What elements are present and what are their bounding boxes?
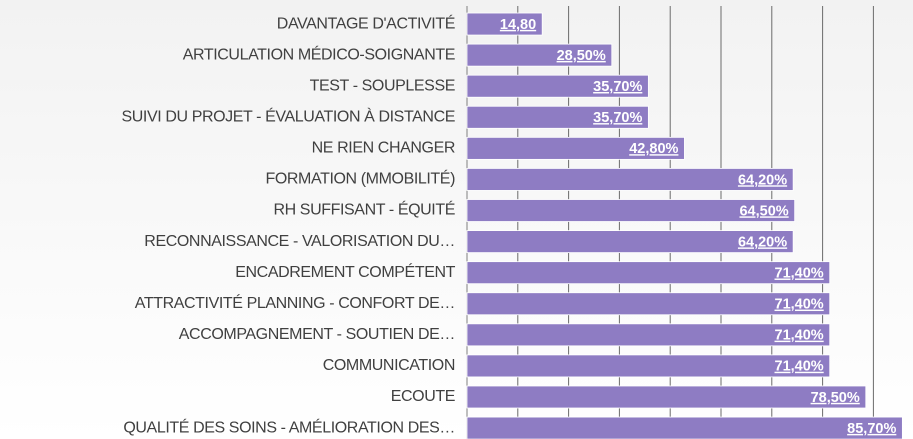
- bar: [466, 105, 649, 129]
- y-tick-label: NE RIEN CHANGER: [312, 140, 455, 157]
- data-label: 71,40%: [775, 328, 824, 344]
- y-tick-label: RH SUFFISANT - ÉQUITÉ: [273, 200, 455, 219]
- data-label: 28,50%: [557, 48, 606, 64]
- bar: [466, 43, 613, 67]
- y-tick-label: SUIVI DU PROJET - ÉVALUATION À DISTANCE: [122, 106, 456, 125]
- y-tick-label: FORMATION (MMOBILITÉ): [265, 169, 455, 188]
- bar: [466, 230, 794, 254]
- y-tick-label: ENCADREMENT COMPÉTENT: [235, 262, 455, 281]
- data-label: 35,70%: [593, 110, 642, 126]
- data-label: 42,80%: [629, 141, 678, 157]
- bar: [466, 416, 903, 439]
- data-label: 14,80: [500, 17, 536, 33]
- y-tick-label: ECOUTE: [391, 388, 455, 405]
- bar: [466, 354, 831, 378]
- data-label: 35,70%: [593, 79, 642, 95]
- data-label: 71,40%: [775, 359, 824, 375]
- bar: [466, 74, 649, 98]
- data-label: 64,50%: [739, 203, 788, 219]
- bar: [466, 385, 867, 409]
- bar: [466, 12, 543, 36]
- y-tick-label: RECONNAISSANCE - VALORISATION DU…: [144, 233, 455, 250]
- y-tick-label: DAVANTAGE D'ACTIVITÉ: [277, 13, 455, 32]
- y-tick-label: TEST - SOUPLESSE: [310, 77, 455, 94]
- data-label: 64,20%: [738, 172, 787, 188]
- y-tick-label: COMMUNICATION: [323, 357, 455, 374]
- data-label: 85,70%: [847, 421, 896, 437]
- bar: [466, 168, 794, 191]
- data-label: 64,20%: [738, 234, 787, 250]
- y-tick-label: ATTRACTIVITÉ PLANNING - CONFORT DE…: [135, 293, 455, 312]
- data-label: 71,40%: [775, 266, 824, 282]
- bar: [466, 261, 831, 285]
- bar: [466, 323, 831, 347]
- y-tick-label: ARTICULATION MÉDICO-SOIGNANTE: [183, 44, 455, 63]
- data-label: 78,50%: [811, 390, 860, 406]
- y-tick-label: ACCOMPAGNEMENT - SOUTIEN DE…: [179, 326, 455, 343]
- bar: [466, 136, 685, 160]
- bar: [466, 292, 831, 316]
- data-label: 71,40%: [775, 297, 824, 313]
- y-tick-label: QUALITÉ DES SOINS - AMÉLIORATION DES…: [123, 417, 455, 436]
- bar: [466, 199, 796, 222]
